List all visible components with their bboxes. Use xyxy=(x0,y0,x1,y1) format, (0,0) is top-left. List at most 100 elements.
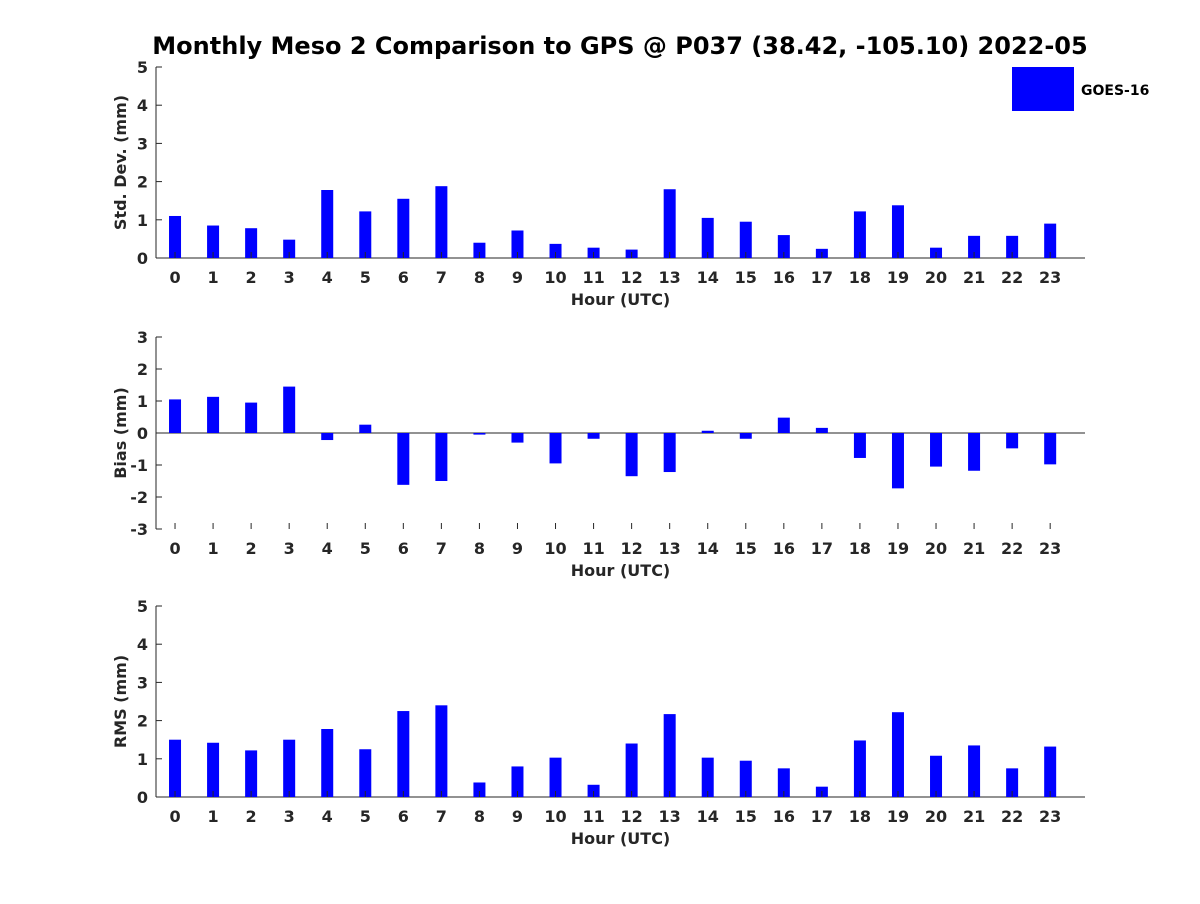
bar-bias-hour-6 xyxy=(397,433,410,485)
x-tick-label: 2 xyxy=(246,268,257,287)
legend: GOES-16 xyxy=(1012,67,1149,111)
x-tick-label: 16 xyxy=(773,807,795,826)
bar-rms-hour-14 xyxy=(701,757,714,797)
x-tick-label: 19 xyxy=(887,539,909,558)
x-tick-label: 11 xyxy=(582,268,604,287)
bar-std-dev-hour-13 xyxy=(663,189,676,258)
x-tick-label: 1 xyxy=(208,268,219,287)
x-axis-label: Hour (UTC) xyxy=(571,561,671,580)
bar-rms-hour-11 xyxy=(587,784,600,797)
bar-bias-hour-13 xyxy=(663,433,676,473)
x-tick-label: 2 xyxy=(246,539,257,558)
bar-bias-hour-14 xyxy=(701,430,714,433)
x-tick-label: 4 xyxy=(322,807,333,826)
x-tick-label: 17 xyxy=(811,268,833,287)
bar-rms-hour-12 xyxy=(625,743,638,797)
x-tick-label: 15 xyxy=(735,539,757,558)
x-tick-label: 22 xyxy=(1001,807,1023,826)
bar-rms-hour-20 xyxy=(930,755,943,797)
bar-bias-hour-10 xyxy=(549,433,562,464)
bar-rms-hour-15 xyxy=(739,760,752,797)
y-tick-label: 3 xyxy=(137,328,148,347)
x-tick-label: 0 xyxy=(169,807,180,826)
bar-std-dev-hour-18 xyxy=(853,211,866,258)
figure-title: Monthly Meso 2 Comparison to GPS @ P037 … xyxy=(152,32,1087,60)
bar-std-dev-hour-22 xyxy=(1006,235,1019,258)
bar-std-dev-hour-6 xyxy=(397,198,410,258)
y-tick-label: 2 xyxy=(137,360,148,379)
bar-bias-hour-8 xyxy=(473,433,486,435)
y-tick-label: 0 xyxy=(137,788,148,807)
bar-rms-hour-21 xyxy=(968,745,981,797)
x-tick-label: 18 xyxy=(849,268,871,287)
y-tick-label: 1 xyxy=(137,392,148,411)
x-tick-label: 9 xyxy=(512,268,523,287)
bar-std-dev-hour-5 xyxy=(359,211,372,258)
y-tick-label: 5 xyxy=(137,58,148,77)
y-tick-label: 5 xyxy=(137,597,148,616)
bar-rms-hour-13 xyxy=(663,714,676,797)
x-tick-label: 5 xyxy=(360,268,371,287)
x-tick-label: 6 xyxy=(398,268,409,287)
bar-bias-hour-20 xyxy=(930,433,943,467)
x-tick-label: 3 xyxy=(284,268,295,287)
x-tick-label: 11 xyxy=(582,807,604,826)
bar-std-dev-hour-14 xyxy=(701,217,714,258)
legend-label: GOES-16 xyxy=(1081,83,1149,99)
x-tick-label: 13 xyxy=(659,539,681,558)
x-tick-label: 23 xyxy=(1039,539,1061,558)
bar-bias-hour-15 xyxy=(739,433,752,439)
x-tick-label: 2 xyxy=(246,807,257,826)
x-tick-label: 4 xyxy=(322,539,333,558)
bar-bias-hour-2 xyxy=(245,402,258,433)
x-tick-label: 19 xyxy=(887,268,909,287)
bar-rms-hour-8 xyxy=(473,782,486,797)
bar-bias-hour-18 xyxy=(853,433,866,458)
bar-bias-hour-3 xyxy=(283,386,296,433)
x-tick-label: 14 xyxy=(697,268,719,287)
bar-rms-hour-19 xyxy=(891,712,904,797)
x-tick-label: 22 xyxy=(1001,268,1023,287)
x-tick-label: 7 xyxy=(436,268,447,287)
x-tick-label: 17 xyxy=(811,539,833,558)
y-tick-label: -2 xyxy=(130,488,148,507)
bar-bias-hour-12 xyxy=(625,433,638,477)
x-tick-label: 10 xyxy=(544,539,566,558)
y-tick-label: 4 xyxy=(137,96,148,115)
x-tick-label: 20 xyxy=(925,539,947,558)
y-tick-label: 0 xyxy=(137,249,148,268)
x-tick-label: 10 xyxy=(544,268,566,287)
x-axis-label: Hour (UTC) xyxy=(571,829,671,848)
x-tick-label: 7 xyxy=(436,539,447,558)
x-tick-label: 14 xyxy=(697,539,719,558)
bar-rms-hour-0 xyxy=(169,739,182,797)
x-tick-label: 3 xyxy=(284,807,295,826)
y-tick-label: 3 xyxy=(137,134,148,153)
x-tick-label: 6 xyxy=(398,807,409,826)
x-tick-label: 5 xyxy=(360,807,371,826)
x-tick-label: 7 xyxy=(436,807,447,826)
x-tick-label: 9 xyxy=(512,539,523,558)
y-tick-label: 1 xyxy=(137,750,148,769)
x-tick-label: 8 xyxy=(474,539,485,558)
x-tick-label: 0 xyxy=(169,268,180,287)
bar-rms-hour-1 xyxy=(207,742,220,797)
x-tick-label: 8 xyxy=(474,268,485,287)
bar-rms-hour-22 xyxy=(1006,768,1019,797)
bar-bias-hour-21 xyxy=(968,433,981,471)
x-tick-label: 5 xyxy=(360,539,371,558)
x-tick-label: 17 xyxy=(811,807,833,826)
x-tick-label: 18 xyxy=(849,807,871,826)
x-tick-label: 22 xyxy=(1001,539,1023,558)
y-axis-label: Std. Dev. (mm) xyxy=(111,95,130,230)
x-tick-label: 12 xyxy=(620,807,642,826)
x-tick-label: 20 xyxy=(925,268,947,287)
x-tick-label: 11 xyxy=(582,539,604,558)
bar-std-dev-hour-21 xyxy=(968,235,981,258)
bar-bias-hour-23 xyxy=(1044,433,1057,465)
bar-std-dev-hour-9 xyxy=(511,230,524,258)
x-tick-label: 8 xyxy=(474,807,485,826)
